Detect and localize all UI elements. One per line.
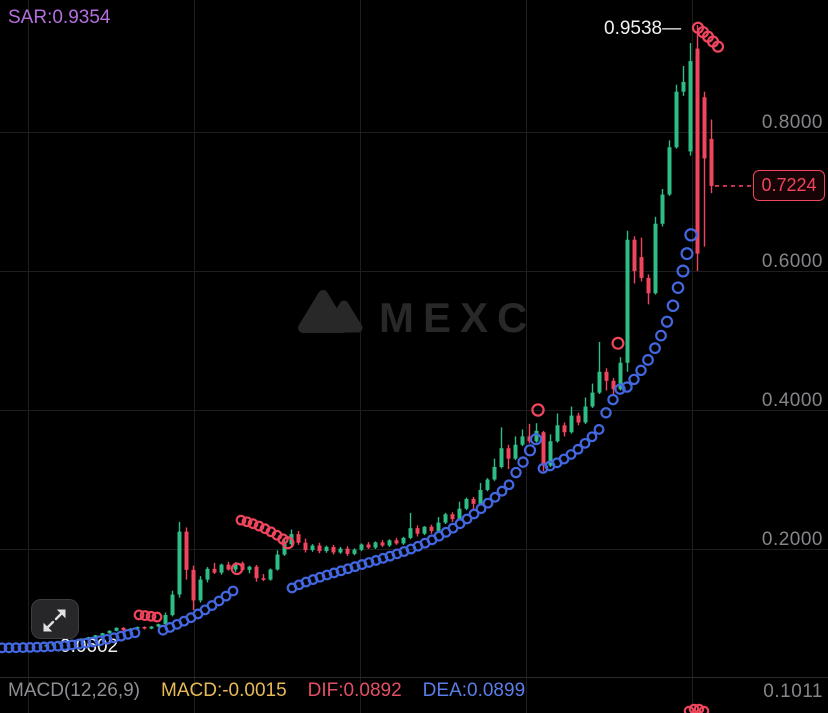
y-axis-label: 0.6000 — [761, 251, 823, 272]
y-axis-label: 0.4000 — [761, 390, 823, 411]
price-axis[interactable]: 0.8000 0.6000 0.4000 0.2000 0.1011 — [718, 0, 828, 713]
macd-params-label: MACD(12,26,9) — [8, 680, 140, 701]
expand-chart-button[interactable] — [31, 599, 79, 639]
dif-value-label: DIF:0.0892 — [307, 680, 402, 701]
expand-arrows-icon — [43, 609, 66, 632]
y-axis-label: 0.2000 — [761, 529, 823, 550]
sar-indicator-value: SAR:0.9354 — [8, 7, 111, 28]
svg-text:MEXC: MEXC — [379, 294, 536, 341]
mexc-watermark: MEXC — [298, 290, 536, 341]
macd-pane-axis-label: 0.1011 — [763, 681, 823, 702]
y-axis-label: 0.8000 — [761, 112, 823, 133]
dea-value-label: DEA:0.0899 — [422, 680, 526, 701]
macd-indicator-row[interactable]: MACD(12,26,9) MACD:-0.0015 DIF:0.0892 DE… — [8, 680, 525, 702]
session-high-label: 0.9538— — [604, 18, 682, 39]
macd-value-label: MACD:-0.0015 — [161, 680, 287, 701]
last-price-tag: 0.7224 — [753, 169, 825, 201]
